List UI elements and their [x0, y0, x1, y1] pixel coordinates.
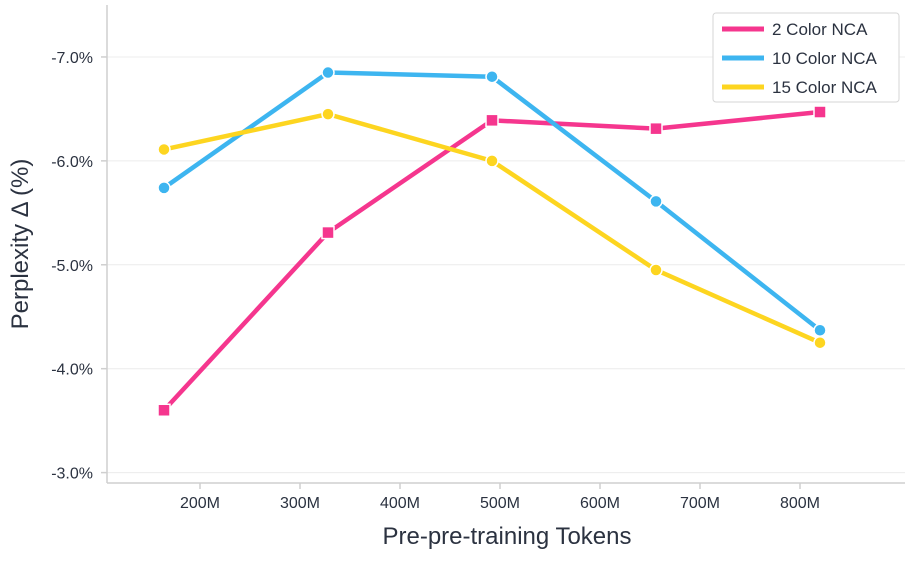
- data-point-2-color-nca: [485, 113, 499, 128]
- data-point-15-color-nca: [157, 142, 171, 157]
- y-axis-label: Perplexity Δ (%): [7, 159, 34, 330]
- x-tick-label: 600M: [580, 495, 620, 512]
- series-line-10-color-nca: [161, 70, 823, 333]
- data-point-2-color-nca: [649, 121, 663, 136]
- data-point-15-color-nca: [485, 154, 499, 168]
- legend-box: [712, 12, 900, 103]
- legend: 2 Color NCA 10 Color NCA 15 Color NCA: [712, 12, 900, 103]
- series-line-15-color-nca: [161, 111, 823, 345]
- x-tick-label: 500M: [480, 495, 520, 512]
- grid: [107, 56, 905, 474]
- y-tick-label: -4.0%: [51, 362, 93, 379]
- x-tick-label: 300M: [280, 495, 320, 512]
- x-tick-label: 200M: [180, 495, 220, 512]
- data-point-10-color-nca: [649, 194, 663, 209]
- x-axis-label: Pre-pre-training Tokens: [382, 523, 631, 550]
- y-tick-label: -7.0%: [51, 50, 93, 67]
- x-tick-label: 800M: [780, 495, 820, 512]
- legend-label-2-color-nca: 2 Color NCA: [772, 20, 868, 39]
- axes: -3.0% -4.0% -5.0% -6.0% -7.0% 200M 300M 400M 500…: [51, 5, 905, 512]
- data-point-15-color-nca: [649, 263, 663, 277]
- data-point-2-color-nca: [813, 105, 827, 119]
- legend-label-10-color-nca: 10 Color NCA: [772, 49, 878, 68]
- data-point-10-color-nca: [321, 65, 335, 80]
- x-tick-label: 400M: [380, 495, 420, 512]
- y-tick-label: -5.0%: [51, 258, 93, 275]
- y-tick-label: -3.0%: [51, 466, 93, 483]
- data-point-10-color-nca: [157, 181, 171, 195]
- data-point-2-color-nca: [321, 225, 335, 240]
- legend-label-15-color-nca: 15 Color NCA: [772, 78, 878, 97]
- data-point-10-color-nca: [485, 69, 499, 84]
- y-tick-label: -6.0%: [51, 154, 93, 171]
- data-point-2-color-nca: [157, 403, 171, 418]
- data-point-15-color-nca: [321, 107, 335, 121]
- series-markers: [157, 65, 827, 418]
- data-point-15-color-nca: [813, 335, 827, 350]
- data-point-10-color-nca: [813, 323, 827, 337]
- x-tick-label: 700M: [680, 495, 720, 512]
